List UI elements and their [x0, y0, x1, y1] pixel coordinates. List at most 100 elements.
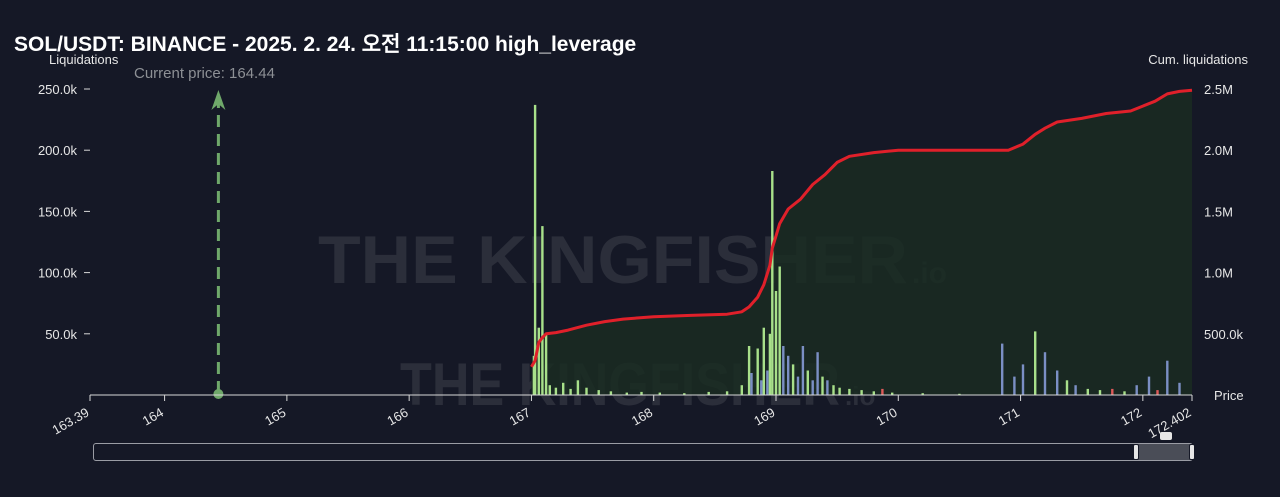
- bar-63: [1156, 390, 1159, 395]
- right-y-ticks: 500.0k 1.0M 1.5M 2.0M 2.5M: [1204, 82, 1244, 342]
- bar-16: [683, 393, 686, 395]
- bar-64: [1166, 360, 1169, 395]
- current-price-layer: [211, 90, 226, 399]
- x-tick-2: 165: [262, 405, 288, 429]
- right-axis-name: Cum. liquidations: [1148, 52, 1248, 67]
- cumulative-line-layer: [530, 88, 1193, 368]
- bar-44: [872, 391, 875, 395]
- bar-58: [1098, 390, 1102, 395]
- bar-56: [1074, 385, 1077, 395]
- bar-41: [838, 387, 841, 395]
- bar-10: [585, 387, 588, 395]
- bar-11: [597, 390, 600, 395]
- bar-4: [532, 355, 536, 395]
- bar-25: [766, 370, 769, 395]
- left-axis-name: Liquidations: [49, 52, 119, 67]
- bar-18: [725, 391, 729, 395]
- left-y-tick-1: 100.0k: [38, 266, 78, 281]
- cumulative-area: [531, 90, 1192, 395]
- bar-13: [625, 392, 628, 395]
- bar-22: [756, 348, 759, 395]
- bar-27: [771, 171, 774, 395]
- current-price-arrow-icon: [211, 90, 226, 110]
- left-y-tick-2: 150.0k: [38, 204, 78, 219]
- bar-17: [707, 391, 710, 395]
- bar-6: [554, 387, 558, 395]
- bar-65: [1178, 382, 1181, 395]
- bar-23: [760, 380, 763, 395]
- bar-14: [640, 391, 643, 395]
- bar-33: [796, 376, 800, 395]
- bar-51: [1021, 364, 1025, 395]
- bar-55: [1065, 380, 1069, 395]
- bar-32: [791, 364, 795, 395]
- left-y-tick-3: 200.0k: [38, 143, 78, 158]
- bar-62: [1147, 376, 1151, 395]
- bar-60: [1123, 391, 1126, 395]
- scroller-grip-icon[interactable]: [1160, 432, 1172, 440]
- x-tick-0: 163.39: [50, 405, 92, 438]
- bar-39: [826, 380, 829, 395]
- x-tick-9: 172: [1118, 405, 1144, 429]
- cumulative-area-layer: [531, 90, 1192, 395]
- bars-layer: [532, 104, 1181, 396]
- bar-40: [832, 385, 835, 395]
- bar-8: [569, 388, 572, 395]
- left-y-tick-4: 250.0k: [38, 82, 78, 97]
- bar-21: [750, 373, 753, 395]
- bar-42: [848, 388, 851, 395]
- range-scroller[interactable]: [93, 443, 1195, 461]
- bar-1: [537, 327, 540, 395]
- x-axis-name: Price: [1214, 388, 1244, 403]
- bar-46: [891, 392, 894, 395]
- bar-5: [548, 385, 551, 395]
- left-y-tick-0: 50.0k: [45, 327, 77, 342]
- right-y-tick-4: 2.5M: [1204, 82, 1233, 97]
- bar-36: [811, 380, 814, 395]
- bar-37: [816, 352, 819, 395]
- bar-61: [1135, 385, 1138, 395]
- left-y-ticks: 50.0k 100.0k 150.0k 200.0k 250.0k: [38, 82, 90, 342]
- bar-57: [1086, 388, 1089, 395]
- bar-15: [658, 392, 661, 395]
- range-handle-right[interactable]: [1189, 444, 1195, 460]
- right-y-tick-0: 500.0k: [1204, 327, 1244, 342]
- bar-59: [1111, 388, 1114, 395]
- bar-24: [762, 327, 765, 395]
- bar-49: [1001, 343, 1004, 395]
- bar-26: [768, 333, 772, 395]
- bar-9: [576, 380, 580, 395]
- bar-31: [787, 355, 790, 395]
- bar-53: [1043, 352, 1047, 395]
- bar-0: [533, 104, 537, 396]
- bar-19: [740, 385, 743, 395]
- chart-title: SOL/USDT: BINANCE - 2025. 2. 24. 오전 11:1…: [14, 33, 637, 56]
- bar-29: [778, 266, 781, 395]
- bar-38: [821, 376, 824, 395]
- current-price-dot: [213, 389, 224, 399]
- current-price-label: Current price: 164.44: [134, 65, 275, 82]
- bar-50: [1013, 376, 1016, 395]
- bar-47: [921, 393, 924, 395]
- bar-2: [541, 226, 544, 395]
- bar-34: [801, 346, 805, 395]
- range-handle-left[interactable]: [1133, 444, 1139, 460]
- bar-30: [782, 346, 785, 395]
- bar-45: [881, 388, 884, 395]
- bar-52: [1034, 331, 1037, 395]
- bar-3: [544, 333, 548, 395]
- right-y-tick-2: 1.5M: [1204, 204, 1233, 219]
- bar-35: [806, 370, 809, 395]
- range-scroller-thumb[interactable]: [1133, 444, 1195, 460]
- cumulative-line: [530, 88, 1193, 368]
- x-tick-8: 171: [996, 405, 1022, 429]
- bar-12: [609, 391, 613, 395]
- bar-28: [774, 291, 778, 395]
- right-y-tick-3: 2.0M: [1204, 143, 1233, 158]
- bar-48: [958, 393, 961, 395]
- bar-54: [1056, 370, 1059, 395]
- bar-43: [860, 390, 863, 395]
- x-tick-7: 170: [873, 405, 899, 429]
- x-tick-1: 164: [140, 405, 166, 429]
